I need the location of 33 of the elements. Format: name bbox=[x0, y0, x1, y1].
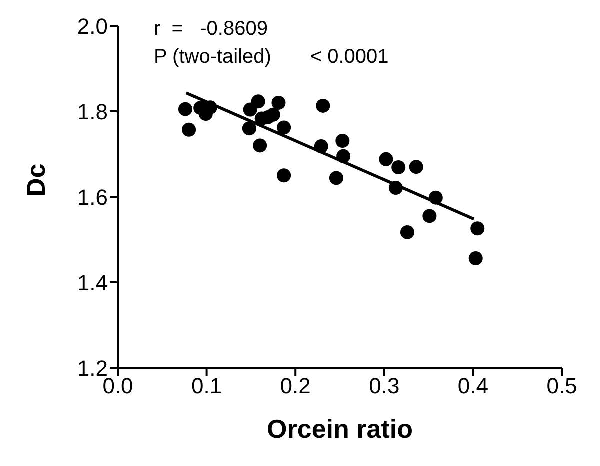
y-tick-label: 2.0 bbox=[77, 14, 108, 39]
point bbox=[392, 160, 406, 175]
x-axis-title: Orcein ratio bbox=[267, 414, 413, 444]
y-tick-label: 1.4 bbox=[77, 270, 108, 296]
x-tick-label: 0.4 bbox=[458, 374, 488, 399]
point bbox=[253, 138, 268, 153]
point bbox=[329, 171, 344, 186]
x-tick-label: 0.2 bbox=[280, 374, 311, 399]
point bbox=[277, 168, 292, 183]
point bbox=[409, 160, 424, 174]
point bbox=[316, 98, 330, 113]
point bbox=[400, 225, 414, 240]
point bbox=[178, 102, 192, 116]
x-tick-label: 0.1 bbox=[192, 374, 222, 399]
y-axis-title: Dc bbox=[21, 164, 52, 197]
point bbox=[468, 252, 483, 266]
y-tick-label: 1.6 bbox=[77, 184, 108, 210]
point bbox=[272, 96, 286, 110]
annotation: r = -0.8609 bbox=[154, 18, 268, 41]
point bbox=[470, 222, 485, 236]
point bbox=[277, 120, 292, 135]
point bbox=[336, 134, 350, 148]
y-tick-label: 1.8 bbox=[77, 99, 108, 124]
point bbox=[243, 102, 258, 117]
point bbox=[379, 152, 394, 166]
x-tick-label: 0.5 bbox=[546, 374, 578, 399]
point bbox=[266, 108, 280, 122]
annotation: P (two-tailed) < 0.0001 bbox=[154, 46, 389, 69]
point bbox=[182, 122, 196, 137]
x-tick-label: 0.3 bbox=[369, 374, 400, 399]
point bbox=[422, 209, 437, 224]
point bbox=[251, 94, 266, 109]
point bbox=[242, 122, 256, 136]
